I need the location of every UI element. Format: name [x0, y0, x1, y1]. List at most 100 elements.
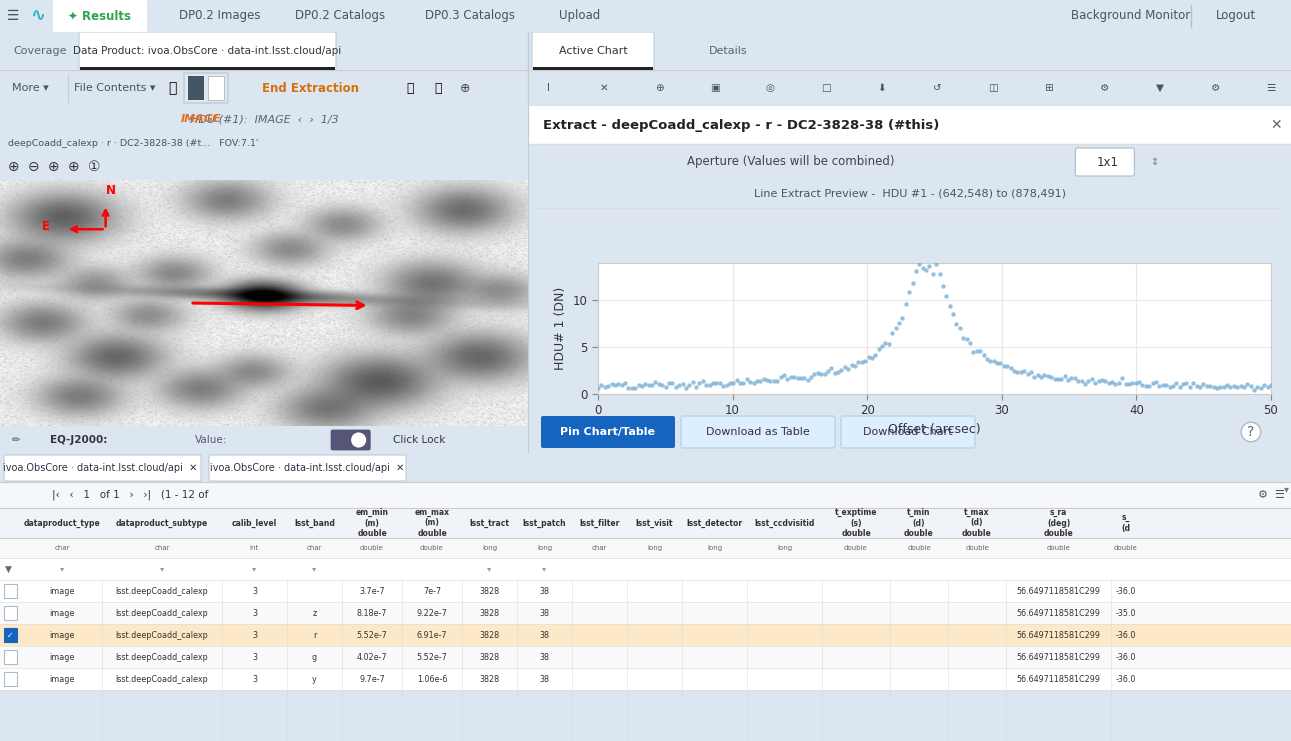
- Text: dataproduct_type: dataproduct_type: [23, 519, 101, 528]
- Point: [1074, 379, 1095, 391]
- Bar: [0, 538, 1291, 558]
- Point: [1216, 379, 1237, 391]
- Point: [1003, 365, 1024, 376]
- Text: ⚙: ⚙: [1100, 83, 1109, 93]
- Point: [902, 277, 923, 289]
- FancyBboxPatch shape: [53, 0, 147, 32]
- Point: [997, 359, 1017, 371]
- Text: lsst_filter: lsst_filter: [580, 519, 620, 528]
- Text: ⊕: ⊕: [8, 160, 19, 174]
- Point: [642, 379, 662, 391]
- Point: [936, 290, 957, 302]
- Text: ivoa.ObsCore · data-int.lsst.cloud/api  ✕: ivoa.ObsCore · data-int.lsst.cloud/api ✕: [210, 463, 404, 473]
- Text: s_ra
(deg)
double: s_ra (deg) double: [1043, 508, 1073, 538]
- Point: [1207, 382, 1228, 393]
- Point: [1155, 379, 1176, 391]
- Text: Active Chart: Active Chart: [559, 46, 627, 56]
- Text: ▼: ▼: [1155, 83, 1163, 93]
- Text: E: E: [43, 220, 50, 233]
- Point: [1159, 381, 1180, 393]
- Bar: [80, 67, 334, 70]
- Text: More ▾: More ▾: [12, 83, 48, 93]
- Text: double: double: [966, 545, 989, 551]
- Text: ivoa.ObsCore · data-int.lsst.cloud/api  ✕: ivoa.ObsCore · data-int.lsst.cloud/api ✕: [3, 463, 198, 473]
- Point: [1224, 380, 1245, 392]
- Point: [658, 377, 679, 389]
- Bar: [4, 650, 17, 664]
- Point: [1017, 368, 1038, 380]
- Point: [763, 375, 784, 387]
- Point: [1001, 362, 1021, 373]
- Text: ✓: ✓: [8, 631, 14, 639]
- Point: [754, 373, 775, 385]
- Text: 8.18e-7: 8.18e-7: [356, 608, 387, 617]
- Point: [1095, 375, 1115, 387]
- Point: [834, 362, 855, 373]
- Point: [926, 258, 946, 270]
- Point: [656, 382, 676, 393]
- Text: ✕: ✕: [599, 83, 608, 93]
- Text: ▾: ▾: [542, 565, 546, 574]
- Text: 3: 3: [252, 608, 257, 617]
- Point: [905, 265, 926, 276]
- Point: [915, 265, 936, 276]
- FancyBboxPatch shape: [1075, 148, 1135, 176]
- Point: [859, 350, 879, 362]
- Text: lsst.deepCoadd_calexp: lsst.deepCoadd_calexp: [116, 631, 208, 639]
- Point: [794, 371, 815, 383]
- Text: 3828: 3828: [479, 653, 500, 662]
- Text: ⚙: ⚙: [1257, 490, 1268, 500]
- FancyBboxPatch shape: [330, 430, 371, 451]
- Point: [798, 373, 818, 385]
- Point: [986, 357, 1007, 369]
- Point: [1122, 377, 1143, 389]
- Point: [719, 377, 740, 389]
- Text: 1x1: 1x1: [1097, 156, 1119, 168]
- Point: [781, 371, 802, 383]
- Point: [1257, 381, 1278, 393]
- Point: [815, 368, 835, 380]
- Point: [1183, 377, 1203, 389]
- Point: [1230, 379, 1251, 391]
- Point: [1084, 377, 1105, 389]
- Text: ☰: ☰: [1274, 490, 1285, 500]
- Text: 3: 3: [252, 653, 257, 662]
- Text: t_min
(d)
double: t_min (d) double: [904, 508, 933, 538]
- Text: ✦ Results: ✦ Results: [68, 10, 132, 22]
- Point: [598, 379, 618, 391]
- Point: [736, 373, 757, 385]
- Text: Upload: Upload: [559, 10, 600, 22]
- Point: [855, 355, 875, 367]
- Point: [777, 373, 798, 385]
- Text: Coverage: Coverage: [13, 46, 67, 56]
- Text: File Contents ▾: File Contents ▾: [75, 83, 156, 93]
- Text: em_max
(m)
double: em_max (m) double: [414, 508, 449, 538]
- Point: [696, 379, 717, 391]
- Point: [1011, 366, 1032, 378]
- Point: [1057, 374, 1078, 386]
- Point: [1170, 382, 1190, 393]
- Point: [652, 379, 673, 391]
- Point: [729, 377, 750, 389]
- Text: g: g: [312, 653, 318, 662]
- Point: [807, 367, 828, 379]
- Text: lsst.deepCoadd_calexp: lsst.deepCoadd_calexp: [116, 674, 208, 683]
- Text: 🔧: 🔧: [407, 82, 413, 95]
- FancyBboxPatch shape: [532, 32, 655, 69]
- Point: [1172, 379, 1193, 391]
- Text: ✏: ✏: [12, 435, 21, 445]
- Text: ⊞: ⊞: [1044, 83, 1053, 93]
- Point: [702, 377, 723, 389]
- Text: ▣: ▣: [710, 83, 719, 93]
- Point: [888, 316, 909, 328]
- Point: [1186, 379, 1207, 391]
- Text: 9.22e-7: 9.22e-7: [417, 608, 448, 617]
- Point: [973, 349, 994, 361]
- Point: [1247, 381, 1268, 393]
- Point: [821, 362, 842, 374]
- Point: [757, 373, 777, 385]
- Bar: [208, 76, 225, 100]
- Text: Click Lock: Click Lock: [392, 435, 445, 445]
- Text: ⊕: ⊕: [655, 83, 664, 93]
- Point: [940, 299, 961, 311]
